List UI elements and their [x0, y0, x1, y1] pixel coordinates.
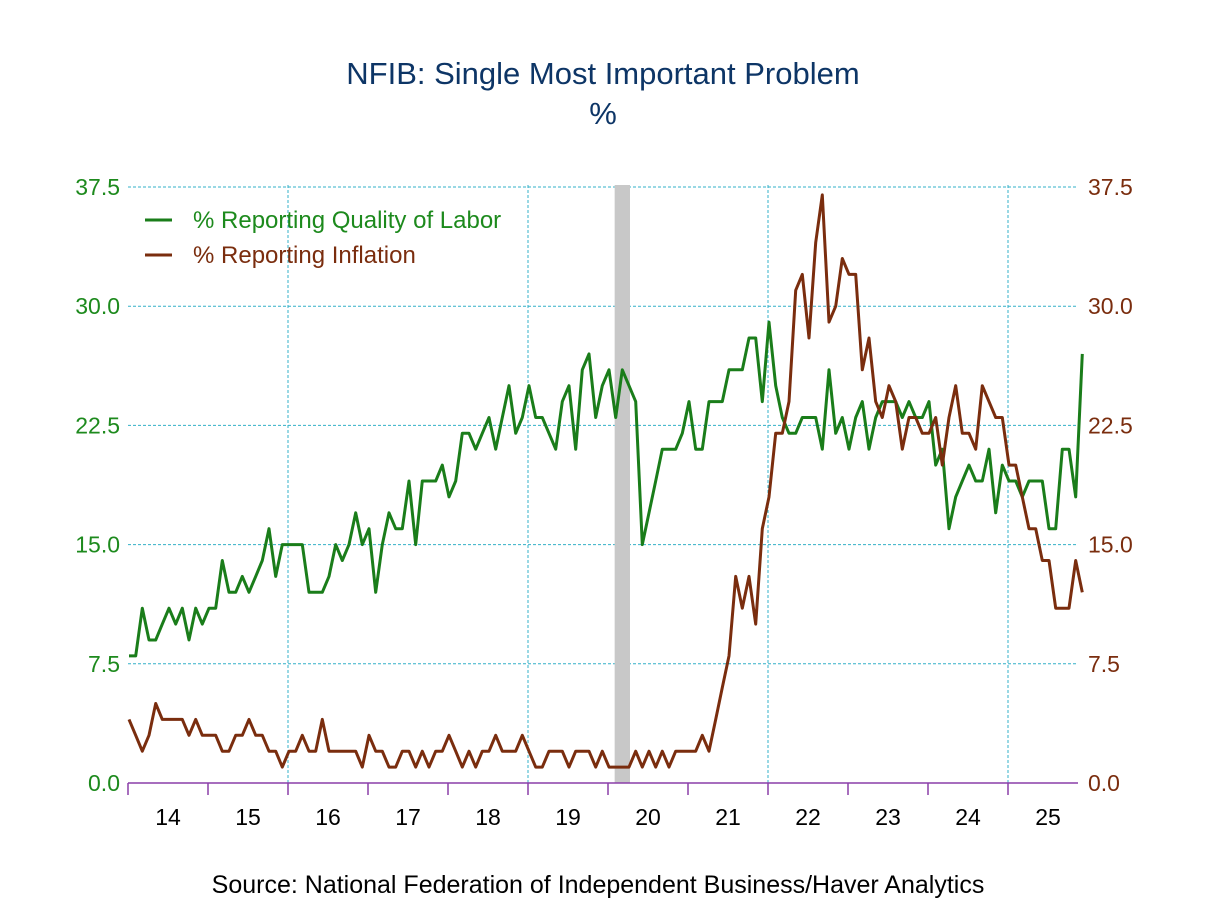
legend-label-inflation: % Reporting Inflation [193, 242, 416, 269]
x-axis-ticks: 14 15 16 17 18 19 20 21 22 23 24 25 [127, 783, 1061, 830]
y-tick-label-left: 22.5 [75, 412, 120, 438]
recession-shading [614, 185, 630, 783]
y-tick-label-right: 7.5 [1088, 651, 1120, 677]
y-axis-right-ticks: 0.0 7.5 15.0 22.5 30.0 37.5 [1088, 174, 1133, 796]
y-axis-left-ticks: 0.0 7.5 15.0 22.5 30.0 37.5 [75, 174, 120, 796]
recession-bar [614, 185, 630, 783]
series-line-quality-of-labor [129, 320, 1084, 658]
series-lines [127, 193, 1084, 769]
x-tick-label: 15 [235, 804, 261, 830]
x-tick-label: 24 [955, 804, 981, 830]
x-tick-label: 19 [555, 804, 581, 830]
chart-title: NFIB: Single Most Important Problem [346, 56, 859, 91]
y-tick-label-left: 15.0 [75, 532, 120, 558]
x-tick-label: 14 [155, 804, 181, 830]
series-line-inflation [127, 193, 1084, 769]
source-note: Source: National Federation of Independe… [212, 871, 985, 899]
x-tick-label: 17 [395, 804, 421, 830]
gridlines [128, 185, 1078, 783]
y-tick-label-right: 22.5 [1088, 412, 1133, 438]
y-tick-label-right: 37.5 [1088, 174, 1133, 200]
x-tick-label: 20 [635, 804, 661, 830]
y-tick-label-right: 30.0 [1088, 293, 1133, 319]
x-tick-label: 23 [875, 804, 901, 830]
x-tick-label: 21 [715, 804, 741, 830]
legend-label-quality-of-labor: % Reporting Quality of Labor [193, 207, 501, 234]
x-tick-label: 16 [315, 804, 341, 830]
x-tick-label: 18 [475, 804, 501, 830]
y-tick-label-right: 0.0 [1088, 770, 1120, 796]
y-tick-label-left: 30.0 [75, 293, 120, 319]
y-tick-label-left: 7.5 [88, 651, 120, 677]
y-tick-label-left: 37.5 [75, 174, 120, 200]
chart-subtitle: % [589, 96, 617, 131]
y-tick-label-right: 15.0 [1088, 532, 1133, 558]
x-tick-label: 25 [1035, 804, 1061, 830]
y-tick-label-left: 0.0 [88, 770, 120, 796]
x-tick-label: 22 [795, 804, 821, 830]
legend: % Reporting Quality of Labor % Reporting… [145, 207, 501, 269]
